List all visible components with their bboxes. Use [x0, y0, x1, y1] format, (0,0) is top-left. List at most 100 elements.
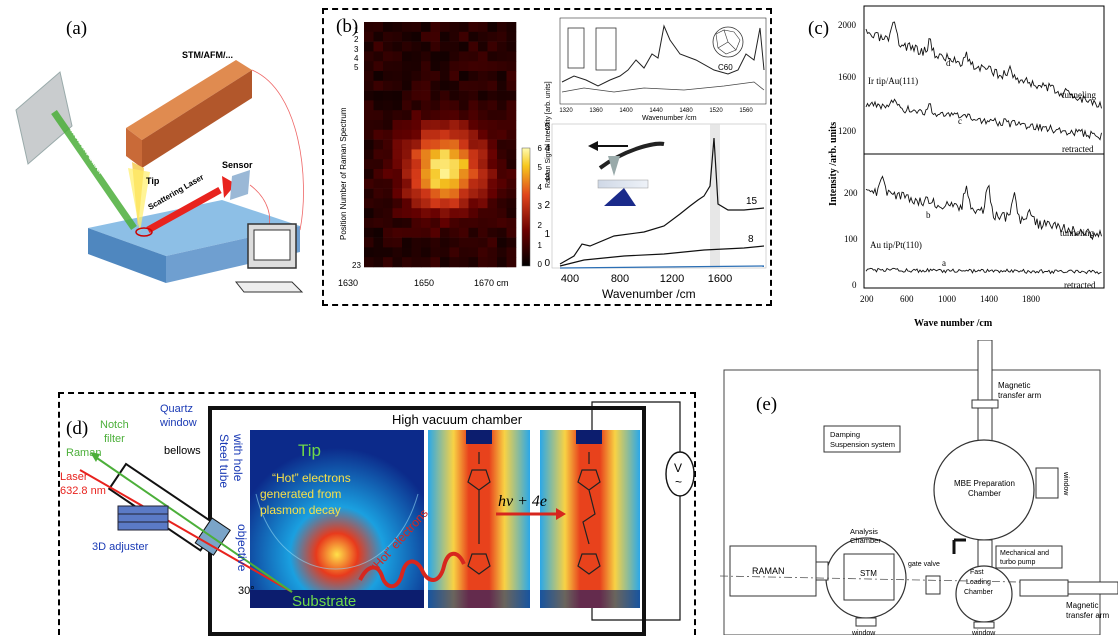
map-cell	[383, 51, 393, 62]
c-ytick-1200: 1200	[838, 126, 857, 136]
inset-ylabel: Raman Signal Intensity [arb. units]	[545, 81, 552, 188]
raman-box	[729, 545, 817, 597]
map-cell	[459, 80, 469, 91]
map-cell	[506, 139, 517, 150]
map-cell	[478, 80, 488, 91]
voltmeter-tilde: ~	[675, 475, 682, 489]
map-cell	[459, 100, 469, 111]
fast-line-2: Loading	[966, 579, 991, 586]
stm-body-side	[142, 70, 252, 168]
raman-arrowhead	[90, 452, 100, 462]
map-cell	[430, 169, 441, 180]
map-cell	[487, 41, 498, 52]
c-ytick-0: 0	[852, 280, 857, 290]
c60-facets	[715, 29, 741, 55]
curve-b-label: b	[926, 210, 931, 220]
map-cell	[440, 41, 450, 52]
map-cell	[440, 90, 450, 101]
map-cell	[449, 31, 460, 42]
map-cell	[468, 120, 479, 131]
map-cell	[421, 208, 431, 219]
map-cell	[392, 100, 403, 111]
map-cell	[440, 51, 450, 62]
mag-right-line-1: Magnetic	[1066, 601, 1098, 610]
map-cell	[487, 51, 498, 62]
map-cell	[468, 100, 479, 111]
map-cell	[468, 22, 479, 33]
map-cell	[440, 139, 450, 150]
map-cell	[468, 198, 479, 209]
map-cell	[487, 247, 498, 258]
damping-label: Damping Suspension system	[830, 430, 895, 449]
map-cell	[478, 110, 488, 121]
chamber-label: High vacuum chamber	[392, 412, 523, 427]
map-cell	[478, 218, 488, 229]
map-cell	[411, 80, 422, 91]
map-cell	[402, 139, 412, 150]
map-cell	[392, 149, 403, 160]
c-xtick-200: 200	[860, 294, 874, 304]
map-cell	[402, 71, 412, 82]
sensor-label: Sensor	[222, 160, 253, 170]
damping-line-2: Suspension system	[830, 440, 895, 449]
c-xlabel: Wave number /cm	[914, 318, 993, 329]
map-cell	[373, 149, 384, 160]
map-cell	[364, 22, 374, 33]
map-cell	[497, 41, 507, 52]
spectrum-a	[865, 267, 1102, 275]
map-cell	[392, 198, 403, 209]
map-cell	[364, 169, 374, 180]
molecule-1	[467, 452, 491, 575]
map-cell	[468, 159, 479, 170]
specYTicks-label: 3	[544, 172, 550, 183]
objective-label: objective	[235, 524, 249, 572]
cbarTicks-label: 5	[538, 163, 543, 172]
map-cell	[373, 100, 384, 111]
retracted-label-top: retracted	[1062, 144, 1094, 154]
analysis-label: Analysis Chamber	[850, 527, 881, 545]
map-cell	[478, 51, 488, 62]
map-cell	[506, 41, 517, 52]
map-cell	[459, 188, 469, 199]
map-cell	[373, 110, 384, 121]
map-cell	[373, 61, 384, 72]
map-cell	[440, 198, 450, 209]
scattering-laser-beam	[146, 186, 222, 234]
map-cell	[402, 80, 412, 91]
monitor-screen	[253, 229, 291, 261]
map-cell	[411, 149, 422, 160]
c-xtick-1800: 1800	[1022, 294, 1041, 304]
map-cell	[459, 110, 469, 121]
map-cell	[449, 139, 460, 150]
map-cell	[373, 237, 384, 248]
insetTicks-label: 1400	[619, 108, 633, 114]
map-cell	[402, 41, 412, 52]
map-cell	[373, 208, 384, 219]
map-cell	[430, 159, 441, 170]
map-cell	[430, 90, 441, 101]
map-cell	[383, 159, 393, 170]
map-cell	[421, 178, 431, 189]
map-cell	[364, 227, 374, 238]
map-cell	[373, 71, 384, 82]
map-cell	[506, 100, 517, 111]
analysis-line-1: Analysis	[850, 527, 878, 536]
map-cell	[383, 149, 393, 160]
map-cell	[430, 178, 441, 189]
map-cell	[373, 22, 384, 33]
specXTicks-label: 800	[611, 273, 629, 285]
map-cell	[383, 218, 393, 229]
map-cell	[506, 169, 517, 180]
map-ytick-4: 4	[354, 54, 359, 63]
map-cell	[373, 41, 384, 52]
map-cell	[506, 120, 517, 131]
map-cell	[440, 31, 450, 42]
map-cell	[468, 80, 479, 91]
inset-tip-image-1	[567, 27, 585, 69]
map-cell	[449, 51, 460, 62]
band-highlight	[710, 124, 720, 268]
tunneling-label-top: tunneling	[1062, 90, 1096, 100]
incident-laser-beam	[51, 110, 137, 230]
column-tip-1	[466, 430, 492, 444]
map-cell	[373, 120, 384, 131]
